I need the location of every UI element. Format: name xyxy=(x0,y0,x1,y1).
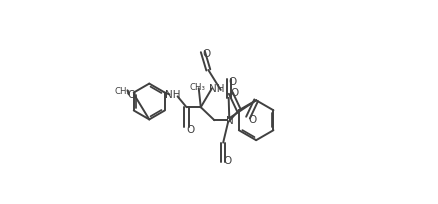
Text: O: O xyxy=(230,88,238,98)
Text: CH₃: CH₃ xyxy=(114,86,130,95)
Text: O: O xyxy=(202,48,211,58)
Text: NH: NH xyxy=(208,84,224,94)
Text: O: O xyxy=(223,155,231,165)
Text: O: O xyxy=(247,114,256,124)
Text: O: O xyxy=(186,124,194,134)
Text: NH: NH xyxy=(165,89,180,99)
Text: N: N xyxy=(225,115,233,125)
Text: O: O xyxy=(228,76,237,86)
Text: CH₃: CH₃ xyxy=(189,83,205,92)
Text: O: O xyxy=(127,90,135,100)
